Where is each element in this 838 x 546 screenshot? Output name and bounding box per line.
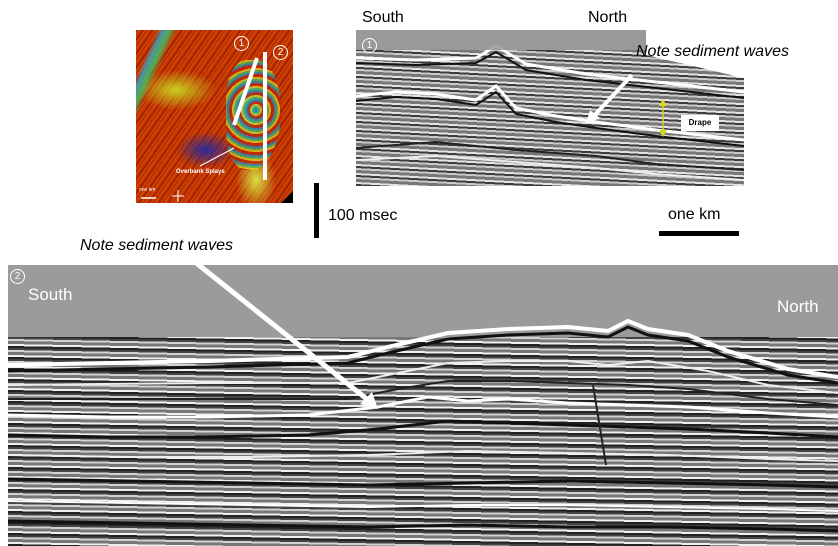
map-scale-label: one km [139, 187, 156, 193]
time-scale-bar [314, 183, 319, 238]
time-scale-label: 100 msec [328, 207, 398, 224]
map-overlay [141, 52, 267, 202]
section-1-line [232, 57, 259, 126]
map-marker-1: 1 [234, 36, 249, 51]
drape-arrowhead-top [659, 99, 667, 106]
section1-note-arrow [590, 73, 634, 120]
seismic-section-1: 1 Drape [356, 30, 744, 186]
section1-note-arrowhead [586, 110, 600, 124]
compass-icon [172, 190, 184, 202]
map-corner [281, 191, 293, 203]
overbank-label: Overbank Splays [176, 169, 225, 175]
map-inset: 1 2 Overbank Splays one km [136, 30, 293, 203]
map-marker-2: 2 [273, 45, 288, 60]
section1-north-label: North [588, 9, 628, 26]
overbank-leader-line [199, 147, 235, 167]
section1-annotations [586, 73, 667, 137]
section2-south-label: South [28, 285, 73, 304]
seismic-2-reflectors [8, 265, 838, 533]
section1-marker: 1 [362, 38, 377, 53]
seismic-1-reflectors [356, 30, 744, 186]
distance-scale-bar [659, 231, 739, 236]
drape-label: Drape [681, 115, 719, 131]
section2-note: Note sediment waves [80, 237, 233, 254]
section2-note-arrow [193, 260, 370, 402]
drape-arrowhead-bottom [659, 130, 667, 137]
section1-note: Note sediment waves [636, 43, 789, 60]
section1-south-label: South [362, 9, 404, 26]
map-swirl-texture [226, 60, 281, 170]
distance-scale-label: one km [668, 206, 721, 223]
section2-north-label: North [777, 297, 819, 316]
section2-marker: 2 [10, 269, 25, 284]
seismic-section-2: 2 South North [8, 265, 838, 546]
map-channel-texture [136, 30, 176, 203]
section2-note-arrowhead [360, 392, 378, 409]
